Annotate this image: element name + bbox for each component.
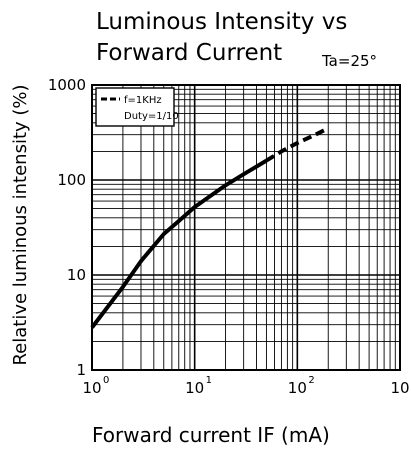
legend-box <box>95 87 175 127</box>
grid <box>91 84 401 371</box>
legend-text-duty: Duty=1/10 <box>124 111 179 122</box>
chart-title-line2: Forward Current <box>96 40 282 66</box>
y-tick-label: 1000 <box>48 76 86 94</box>
x-tick-exponent: 2 <box>308 375 314 386</box>
plot-frame <box>91 84 401 371</box>
series-line-solid <box>90 158 268 329</box>
temperature-condition: Ta=25° <box>321 52 377 70</box>
legend-text-frequency: f=1KHz <box>124 95 162 106</box>
y-tick-label: 100 <box>57 171 86 189</box>
x-tick-label: 10 <box>82 379 101 397</box>
legend: f=1KHz Duty=1/10 <box>95 87 179 127</box>
x-tick-exponent: 0 <box>103 375 109 386</box>
x-tick-label: 10 <box>390 379 409 397</box>
x-axis-label: Forward current IF (mA) <box>92 423 330 447</box>
x-tick-exponent: 1 <box>206 375 212 386</box>
series-line-dashed <box>265 126 330 163</box>
tick-labels: 1101001000100101102103 <box>48 76 410 397</box>
y-axis-label: Relative luminous intensity (%) <box>10 84 31 365</box>
series-lines <box>90 126 330 329</box>
x-tick-label: 10 <box>288 379 307 397</box>
y-tick-label: 10 <box>67 266 86 284</box>
x-tick-label: 10 <box>185 379 204 397</box>
chart-title-line1: Luminous Intensity vs <box>96 9 347 35</box>
y-tick-label: 1 <box>76 361 86 379</box>
